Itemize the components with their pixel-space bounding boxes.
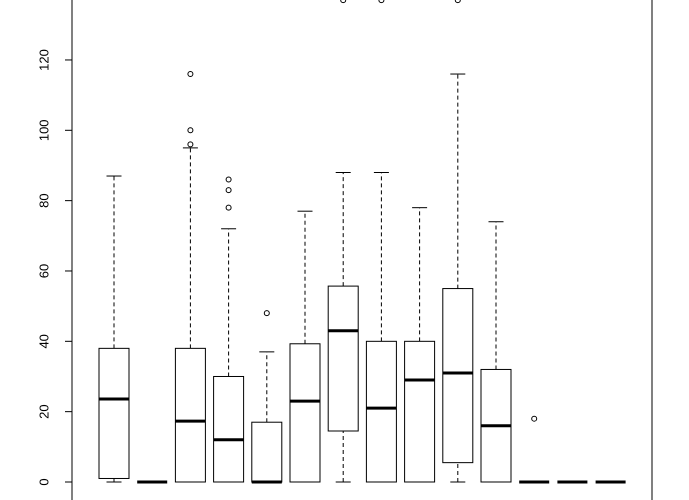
y-tick-label: 100 [36, 119, 51, 141]
box [174, 347, 206, 483]
box [404, 340, 436, 483]
outlier [187, 127, 194, 134]
outlier [378, 0, 385, 4]
y-tick-label: 0 [36, 478, 51, 485]
outlier [187, 71, 194, 78]
outlier [263, 310, 270, 317]
outlier [225, 176, 232, 183]
box [289, 343, 321, 483]
outlier [187, 141, 194, 148]
y-tick-label: 20 [36, 404, 51, 418]
y-tick-label: 120 [36, 49, 51, 71]
outlier [340, 0, 347, 4]
outlier [531, 415, 538, 422]
box [442, 288, 474, 464]
box [327, 285, 359, 432]
outlier [454, 0, 461, 4]
plot-frame [71, 0, 653, 500]
box [213, 375, 245, 483]
y-tick-label: 80 [36, 193, 51, 207]
box [98, 347, 130, 479]
y-tick-label: 60 [36, 264, 51, 278]
outlier [225, 187, 232, 194]
y-tick-label: 40 [36, 334, 51, 348]
box [251, 421, 283, 483]
box [365, 340, 397, 483]
outlier [225, 204, 232, 211]
